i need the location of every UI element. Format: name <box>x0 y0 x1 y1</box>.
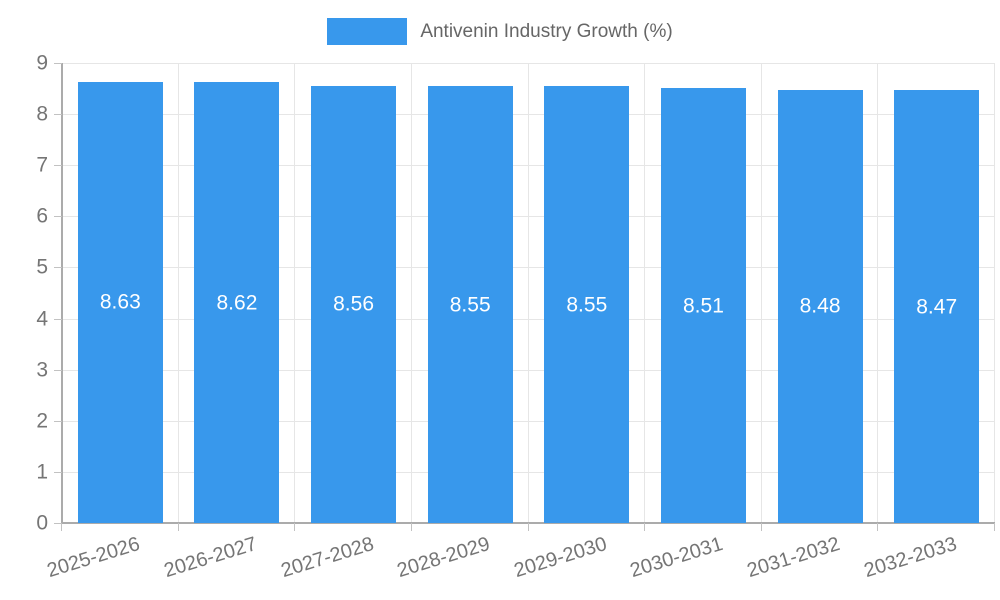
x-axis-tick <box>644 523 646 531</box>
x-axis-category-label: 2026-2027 <box>161 533 260 583</box>
bar-value-label: 8.47 <box>916 295 958 319</box>
x-axis-tick <box>994 523 995 531</box>
y-axis-tick-label: 8 <box>36 102 48 126</box>
x-axis-tick <box>61 523 62 531</box>
plot-area: 8.63 8.62 8.56 8.55 8.55 8.51 8.48 8.47 <box>61 63 995 524</box>
y-axis-tick <box>54 369 62 371</box>
gridline-horizontal <box>62 63 995 64</box>
gridline-vertical <box>994 63 995 523</box>
x-axis-category-label: 2030-2031 <box>627 533 726 583</box>
gridline-horizontal <box>62 216 995 218</box>
y-axis-tick-label: 5 <box>36 255 48 279</box>
x-axis-category-label: 2031-2032 <box>744 533 843 583</box>
bar-2025-2026[interactable]: 8.63 <box>77 81 163 523</box>
x-axis-tick <box>877 523 879 531</box>
x-axis-tick <box>410 523 412 531</box>
y-axis-tick <box>54 523 62 524</box>
gridline-horizontal <box>62 471 995 473</box>
y-axis-tick-label: 0 <box>36 511 48 535</box>
bar-value-label: 8.62 <box>216 291 258 315</box>
gridline-vertical <box>644 63 646 523</box>
x-axis-category-label: 2029-2030 <box>511 533 610 583</box>
x-axis-tick <box>177 523 179 531</box>
y-axis-line <box>61 63 63 523</box>
bar-2032-2033[interactable]: 8.47 <box>894 90 980 523</box>
x-axis-category-label: 2027-2028 <box>278 533 376 583</box>
x-axis-tick <box>760 523 762 531</box>
y-axis-tick <box>54 165 62 167</box>
y-axis-tick-label: 2 <box>36 409 48 433</box>
bar-2029-2030[interactable]: 8.55 <box>544 86 630 523</box>
bar-value-label: 8.51 <box>683 294 724 318</box>
x-axis-category-label: 2032-2033 <box>861 533 960 583</box>
bar-value-label: 8.56 <box>333 292 374 316</box>
y-axis-tick <box>54 114 62 116</box>
gridline-horizontal <box>62 114 995 116</box>
gridline-vertical <box>877 63 879 523</box>
bar-value-label: 8.48 <box>799 294 841 318</box>
gridline-horizontal <box>62 318 995 320</box>
bar-2031-2032[interactable]: 8.48 <box>777 89 863 523</box>
bar-2026-2027[interactable]: 8.62 <box>194 82 280 523</box>
gridline-vertical <box>410 63 412 523</box>
gridline-vertical <box>177 63 179 523</box>
y-axis-tick <box>54 63 62 64</box>
legend-label: Antivenin Industry Growth (%) <box>420 20 673 42</box>
y-axis-tick-label: 4 <box>36 307 48 331</box>
y-axis-tick-label: 7 <box>36 153 48 177</box>
gridline-vertical <box>760 63 762 523</box>
legend-swatch <box>327 18 408 45</box>
y-axis-tick <box>54 471 62 473</box>
gridline-horizontal <box>62 267 995 269</box>
bar-2030-2031[interactable]: 8.51 <box>660 88 746 523</box>
x-axis-tick <box>527 523 529 531</box>
bar-value-label: 8.55 <box>566 293 608 316</box>
y-axis-tick <box>54 267 62 269</box>
bar-value-label: 8.63 <box>99 290 141 314</box>
bar-value-label: 8.55 <box>449 293 491 316</box>
gridline-horizontal <box>62 369 995 371</box>
y-axis-tick <box>54 420 62 422</box>
y-axis-tick-label: 6 <box>36 204 48 228</box>
gridline-vertical <box>294 63 296 523</box>
x-axis-category-label: 2025-2026 <box>44 533 143 583</box>
y-axis-tick-label: 3 <box>36 358 48 382</box>
gridline-vertical <box>527 63 529 523</box>
x-axis-category-label: 2028-2029 <box>394 533 493 583</box>
x-axis-tick <box>294 523 296 531</box>
gridline-horizontal <box>62 165 995 167</box>
y-axis-tick-label: 1 <box>36 460 48 484</box>
y-axis-tick <box>54 216 62 218</box>
gridline-horizontal <box>62 420 995 422</box>
bar-2028-2029[interactable]: 8.55 <box>427 86 513 523</box>
y-axis-tick-label: 9 <box>36 51 48 75</box>
legend[interactable]: Antivenin Industry Growth (%) <box>0 18 1000 45</box>
y-axis-tick <box>54 318 62 320</box>
bar-2027-2028[interactable]: 8.56 <box>311 85 397 523</box>
